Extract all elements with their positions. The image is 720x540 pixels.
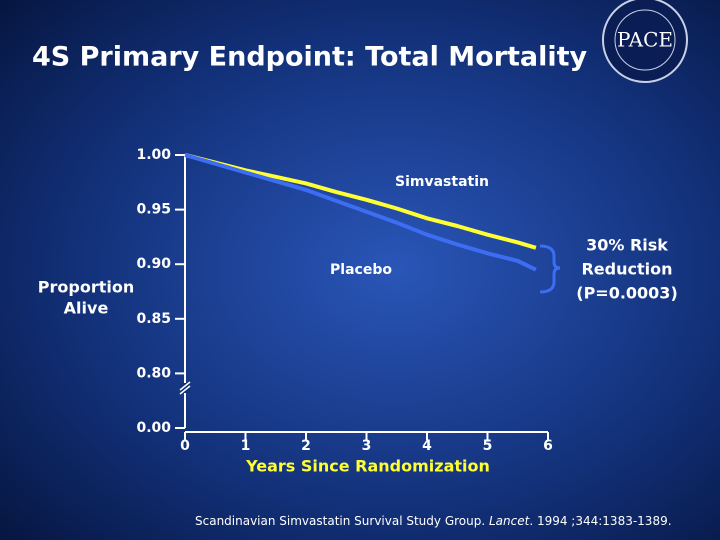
citation-part: . 1994 ;344:1383-1389. (529, 514, 671, 528)
y-tick-label: 0.00 (136, 420, 171, 436)
y-tick-label: 0.85 (136, 311, 171, 327)
y-tick-label: 0.95 (136, 202, 171, 218)
y-tick-label: 1.00 (136, 147, 171, 163)
x-tick-label: 5 (483, 438, 493, 454)
y-axis-label: Proportion (38, 278, 134, 297)
x-tick-label: 0 (180, 438, 190, 454)
x-axis-label: Years Since Randomization (245, 457, 490, 476)
x-tick-label: 4 (422, 438, 432, 454)
legend-label: Placebo (330, 262, 392, 278)
citation-part: Lancet (489, 514, 531, 528)
annotation: (P=0.0003) (576, 284, 678, 303)
y-axis-label: Alive (64, 299, 109, 318)
annotation: 30% Risk (586, 236, 668, 255)
logo-text: PACE (617, 28, 673, 52)
citation-part: Scandinavian Simvastatin Survival Study … (195, 514, 489, 528)
citation: Scandinavian Simvastatin Survival Study … (195, 514, 672, 528)
x-tick-label: 1 (241, 438, 251, 454)
axis-break (179, 385, 191, 395)
series-line (184, 153, 537, 272)
x-tick-label: 3 (362, 438, 372, 454)
legend-label: Simvastatin (395, 174, 489, 190)
x-tick-label: 6 (543, 438, 553, 454)
axis-break (179, 381, 191, 391)
bracket (539, 244, 561, 294)
logo: PACE (602, 0, 688, 83)
y-tick-label: 0.80 (136, 365, 171, 381)
series-line (184, 153, 537, 250)
y-tick-label: 0.90 (136, 256, 171, 272)
title: 4S Primary Endpoint: Total Mortality (32, 42, 588, 73)
axis-break-gap (180, 383, 190, 393)
x-tick-label: 2 (301, 438, 311, 454)
annotation: Reduction (581, 260, 672, 279)
